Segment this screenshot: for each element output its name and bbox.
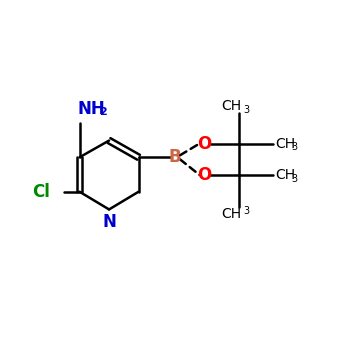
Text: NH: NH: [78, 100, 105, 118]
Text: Cl: Cl: [32, 183, 50, 201]
Text: O: O: [197, 166, 212, 184]
Text: 3: 3: [244, 105, 250, 115]
Text: CH: CH: [275, 168, 295, 182]
Text: 3: 3: [291, 142, 297, 153]
Text: CH: CH: [221, 99, 241, 113]
Text: 3: 3: [244, 205, 250, 216]
Text: CH: CH: [221, 208, 241, 222]
Text: 2: 2: [99, 107, 107, 117]
Text: B: B: [169, 148, 181, 166]
Text: CH: CH: [275, 136, 295, 150]
Text: N: N: [102, 214, 116, 231]
Text: O: O: [197, 134, 212, 153]
Text: 3: 3: [291, 174, 297, 184]
